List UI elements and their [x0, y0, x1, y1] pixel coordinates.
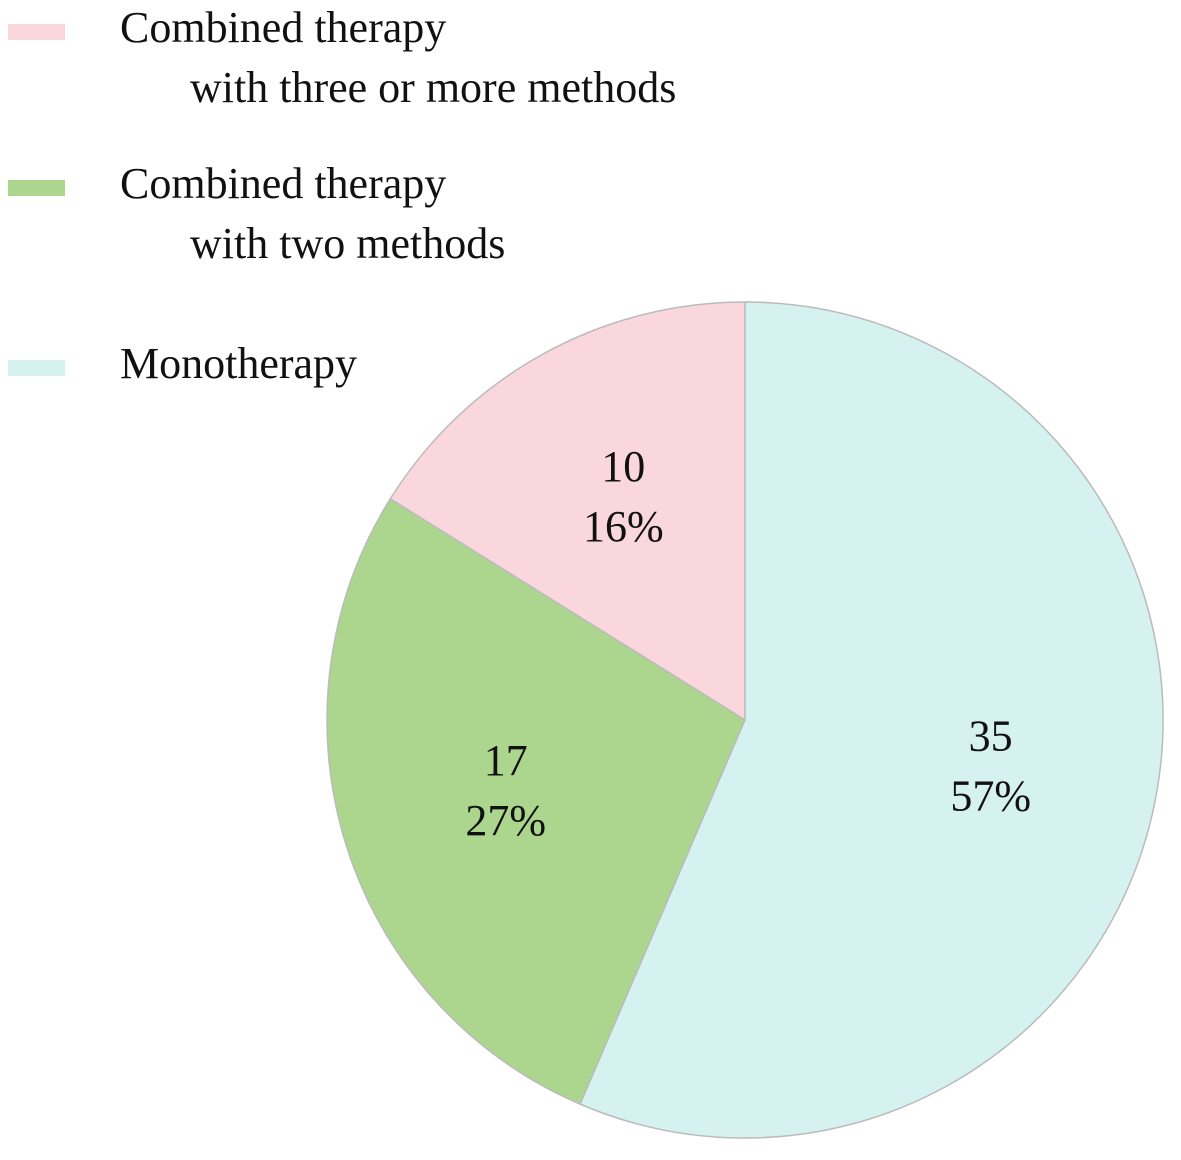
- legend-label: Monotherapy: [120, 339, 357, 388]
- percent-label: 57%: [950, 772, 1031, 821]
- legend-line: Monotherapy: [120, 339, 357, 388]
- legend-line: Combined therapy: [120, 3, 446, 52]
- legend-line: Combined therapy: [120, 159, 446, 208]
- percent-label: 16%: [583, 502, 664, 551]
- legend-line: with two methods: [190, 219, 505, 268]
- legend-swatch: [8, 180, 65, 196]
- legend-swatch: [8, 24, 65, 40]
- legend-line: with three or more methods: [190, 63, 676, 112]
- pie-slice: [389, 301, 746, 722]
- pie-slice: [579, 301, 1164, 1139]
- legend-label: Combined therapy with three or more metho…: [120, 3, 676, 112]
- percent-label: 27%: [465, 796, 546, 845]
- data-label: 35: [969, 712, 1013, 761]
- legend-swatch: [8, 360, 65, 376]
- pie-slice: [326, 497, 746, 1106]
- data-label: 17: [484, 736, 528, 785]
- legend-label: Combined therapy with two methods: [120, 159, 505, 268]
- data-label: 10: [601, 442, 645, 491]
